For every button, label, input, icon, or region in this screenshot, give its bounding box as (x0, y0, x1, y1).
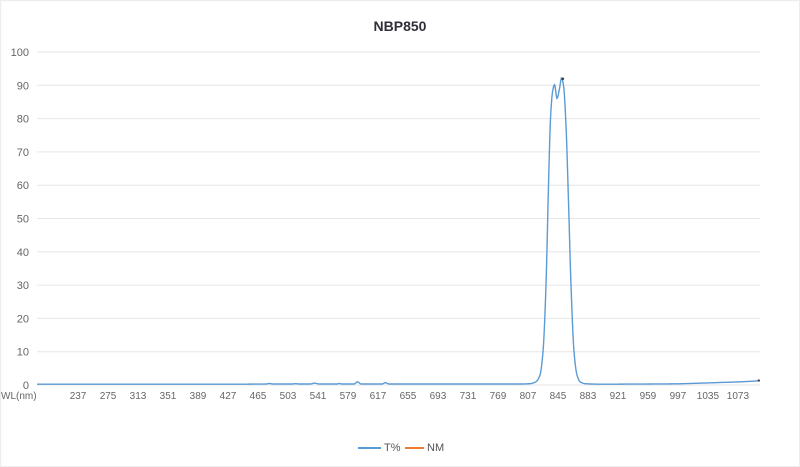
svg-text:807: 807 (520, 391, 537, 402)
svg-text:997: 997 (670, 391, 687, 402)
svg-text:351: 351 (160, 391, 177, 402)
svg-text:427: 427 (220, 391, 237, 402)
svg-text:WL(nm): WL(nm) (1, 391, 37, 402)
svg-text:20: 20 (17, 313, 29, 325)
svg-text:769: 769 (490, 391, 507, 402)
svg-text:80: 80 (17, 114, 29, 126)
svg-text:883: 883 (580, 391, 597, 402)
svg-text:389: 389 (190, 391, 207, 402)
svg-text:237: 237 (70, 391, 87, 402)
svg-text:100: 100 (11, 47, 29, 59)
svg-text:617: 617 (370, 391, 387, 402)
svg-text:40: 40 (17, 247, 29, 259)
svg-text:731: 731 (460, 391, 477, 402)
svg-text:579: 579 (340, 391, 357, 402)
svg-text:465: 465 (250, 391, 267, 402)
svg-text:50: 50 (17, 214, 29, 226)
svg-text:313: 313 (130, 391, 147, 402)
svg-text:959: 959 (640, 391, 657, 402)
svg-text:845: 845 (550, 391, 567, 402)
svg-text:655: 655 (400, 391, 417, 402)
svg-text:10: 10 (17, 347, 29, 359)
svg-text:541: 541 (310, 391, 327, 402)
svg-text:275: 275 (100, 391, 117, 402)
svg-text:503: 503 (280, 391, 297, 402)
svg-text:90: 90 (17, 80, 29, 92)
svg-text:921: 921 (610, 391, 627, 402)
svg-text:693: 693 (430, 391, 447, 402)
svg-text:70: 70 (17, 147, 29, 159)
svg-text:1073: 1073 (727, 391, 750, 402)
svg-text:1035: 1035 (697, 391, 720, 402)
svg-text:60: 60 (17, 180, 29, 192)
svg-text:30: 30 (17, 280, 29, 292)
